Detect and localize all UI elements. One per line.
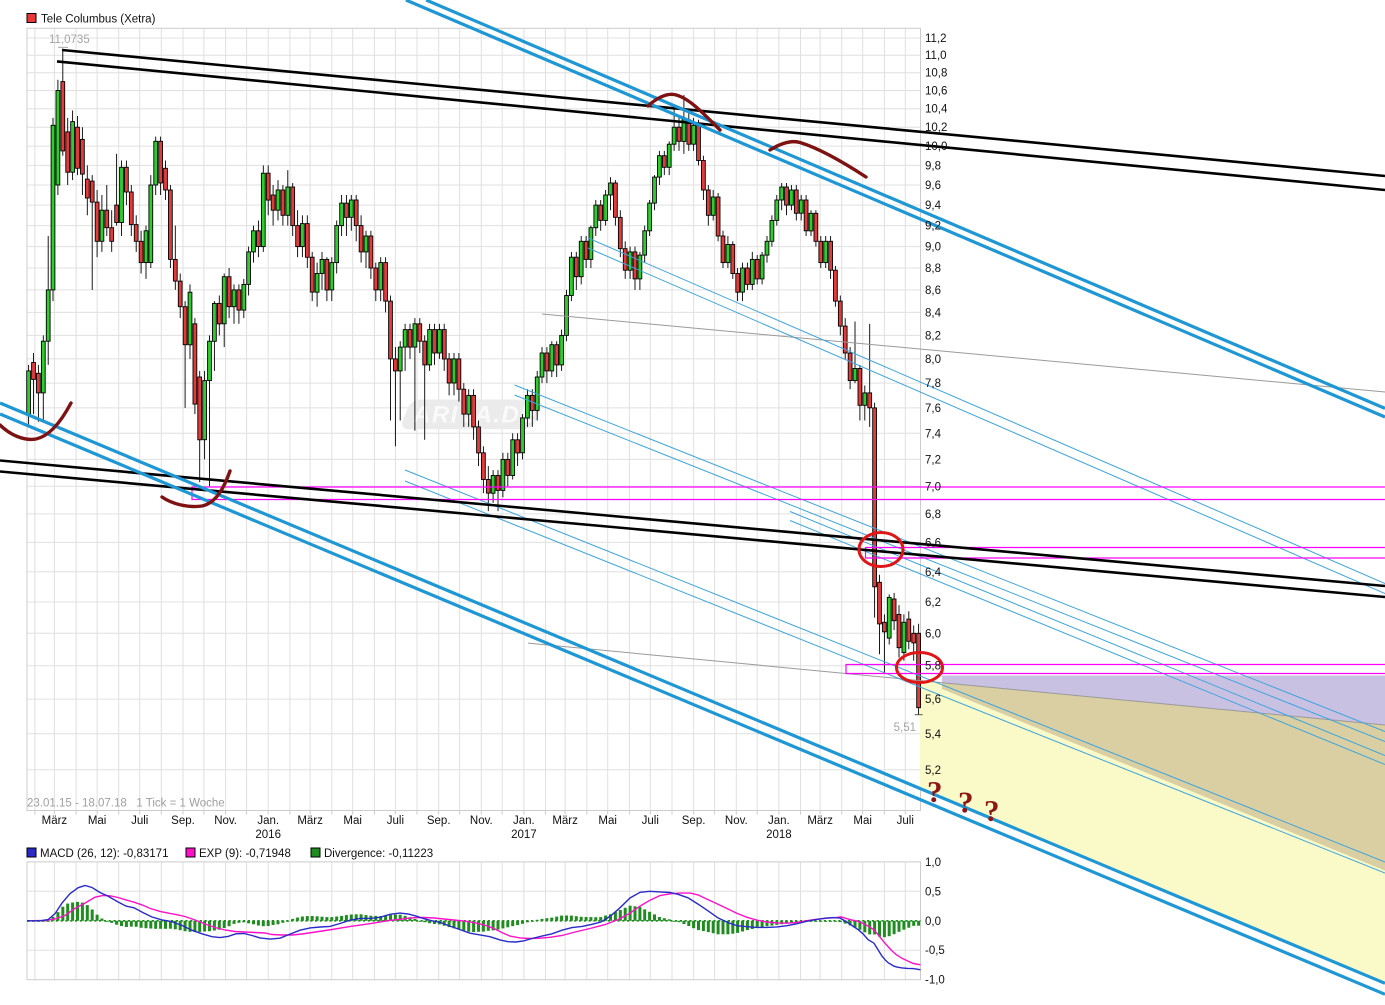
svg-text:März: März [297,815,323,827]
svg-text:MACD (26, 12): -0,83171: MACD (26, 12): -0,83171 [40,848,168,860]
svg-text:EXP (9): -0,71948: EXP (9): -0,71948 [199,848,291,860]
svg-text:8,2: 8,2 [925,330,941,342]
svg-text:9,6: 9,6 [925,180,941,192]
svg-text:Sep.: Sep. [427,815,451,827]
svg-text:März: März [807,815,833,827]
svg-text:Sep.: Sep. [682,815,706,827]
svg-text:5,4: 5,4 [925,729,942,741]
svg-text:März: März [552,815,578,827]
svg-text:6,6: 6,6 [925,537,941,549]
svg-text:9,2: 9,2 [925,221,941,233]
svg-text:Mai: Mai [88,815,107,827]
svg-text:1,0: 1,0 [925,857,941,869]
svg-text:8,8: 8,8 [925,263,941,275]
svg-text:10,8: 10,8 [925,68,947,80]
svg-text:-1,0: -1,0 [925,975,945,987]
svg-text:6,4: 6,4 [925,567,942,579]
svg-text:23.01.15 - 18.07.18 1 Tick =: 23.01.15 - 18.07.18 1 Tick = 1 Woche [27,798,225,810]
svg-text:5,2: 5,2 [925,765,941,777]
svg-text:6,0: 6,0 [925,628,941,640]
svg-text:2018: 2018 [766,829,792,841]
svg-text:Mai: Mai [598,815,617,827]
svg-text:6,8: 6,8 [925,509,941,521]
svg-text:5,8: 5,8 [925,661,941,673]
svg-text:5,51: 5,51 [894,722,916,734]
svg-text:7,4: 7,4 [925,428,942,440]
svg-text:7,6: 7,6 [925,403,941,415]
svg-text:6,2: 6,2 [925,597,941,609]
svg-text:?: ? [958,785,974,820]
svg-text:11,2: 11,2 [925,33,947,45]
svg-text:März: März [42,815,68,827]
svg-text:8,0: 8,0 [925,354,941,366]
svg-text:2017: 2017 [511,829,537,841]
svg-text:Juli: Juli [387,815,404,827]
svg-text:Divergence: -0,11223: Divergence: -0,11223 [324,848,433,860]
svg-text:Juli: Juli [897,815,914,827]
svg-text:10,4: 10,4 [925,104,948,116]
svg-text:8,6: 8,6 [925,285,941,297]
svg-text:2016: 2016 [255,829,281,841]
svg-text:5,6: 5,6 [925,694,941,706]
svg-text:Nov.: Nov. [470,815,493,827]
svg-text:7,2: 7,2 [925,454,941,466]
svg-text:9,0: 9,0 [925,242,941,254]
svg-text:Tele Columbus (Xetra): Tele Columbus (Xetra) [41,14,156,26]
svg-text:10,6: 10,6 [925,86,947,98]
svg-text:8,4: 8,4 [925,307,942,319]
svg-text:Juli: Juli [642,815,659,827]
svg-text:11,0735: 11,0735 [49,34,90,46]
svg-text:9,4: 9,4 [925,200,942,212]
svg-text:Nov.: Nov. [214,815,237,827]
svg-text:-0,5: -0,5 [925,945,945,957]
svg-text:Jan.: Jan. [513,815,535,827]
svg-text:Nov.: Nov. [725,815,748,827]
svg-text:Mai: Mai [343,815,362,827]
svg-text:7,0: 7,0 [925,481,941,493]
svg-text:10,2: 10,2 [925,122,947,134]
svg-text:10,0: 10,0 [925,141,947,153]
svg-text:Sep.: Sep. [171,815,195,827]
svg-text:Juli: Juli [131,815,148,827]
svg-text:Jan.: Jan. [257,815,279,827]
svg-text:?: ? [927,774,943,809]
svg-text:7,8: 7,8 [925,378,941,390]
svg-text:0,0: 0,0 [925,916,941,928]
svg-text:Jan.: Jan. [768,815,790,827]
svg-text:?: ? [984,793,1000,828]
svg-text:11,0: 11,0 [925,50,947,62]
svg-text:Mai: Mai [853,815,872,827]
svg-text:0,5: 0,5 [925,886,941,898]
svg-text:9,8: 9,8 [925,160,941,172]
